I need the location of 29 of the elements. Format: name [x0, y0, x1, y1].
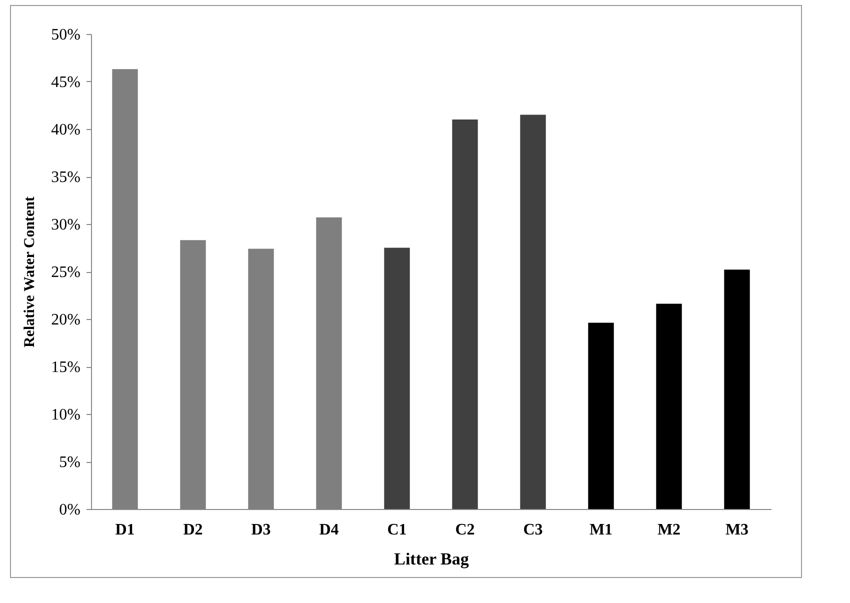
x-tick-label: D3 — [251, 522, 271, 538]
x-tick-label: M2 — [657, 522, 681, 538]
y-tick-label: 5% — [59, 454, 80, 471]
x-tick-label: D1 — [115, 522, 135, 538]
x-tick-label: D2 — [183, 522, 203, 538]
x-tick-label: C2 — [455, 522, 475, 538]
x-tick-label: D4 — [319, 522, 339, 538]
x-tick-label: C3 — [523, 522, 543, 538]
y-tick-label: 20% — [51, 312, 80, 328]
bar — [520, 114, 546, 509]
y-tick-label: 40% — [51, 122, 80, 138]
bar — [656, 304, 682, 509]
y-tick-label: 30% — [51, 216, 80, 234]
y-tick-label: 50% — [51, 26, 80, 44]
bar — [724, 270, 750, 509]
bar — [452, 120, 478, 509]
x-tick-label: M3 — [725, 522, 749, 538]
y-axis-title: Relative Water Content — [22, 196, 38, 348]
bar — [588, 322, 614, 509]
y-tick-label: 15% — [51, 359, 80, 376]
y-tick-label: 0% — [59, 502, 80, 518]
x-tick-label: M1 — [589, 522, 613, 538]
y-tick-label: 45% — [51, 74, 80, 91]
x-axis-title: Litter Bag — [394, 550, 470, 568]
y-tick-label: 25% — [51, 264, 80, 281]
x-tick-label: C1 — [387, 522, 407, 538]
y-tick-label: 35% — [51, 169, 80, 186]
bar — [384, 248, 410, 509]
y-tick-label: 10% — [51, 406, 80, 424]
